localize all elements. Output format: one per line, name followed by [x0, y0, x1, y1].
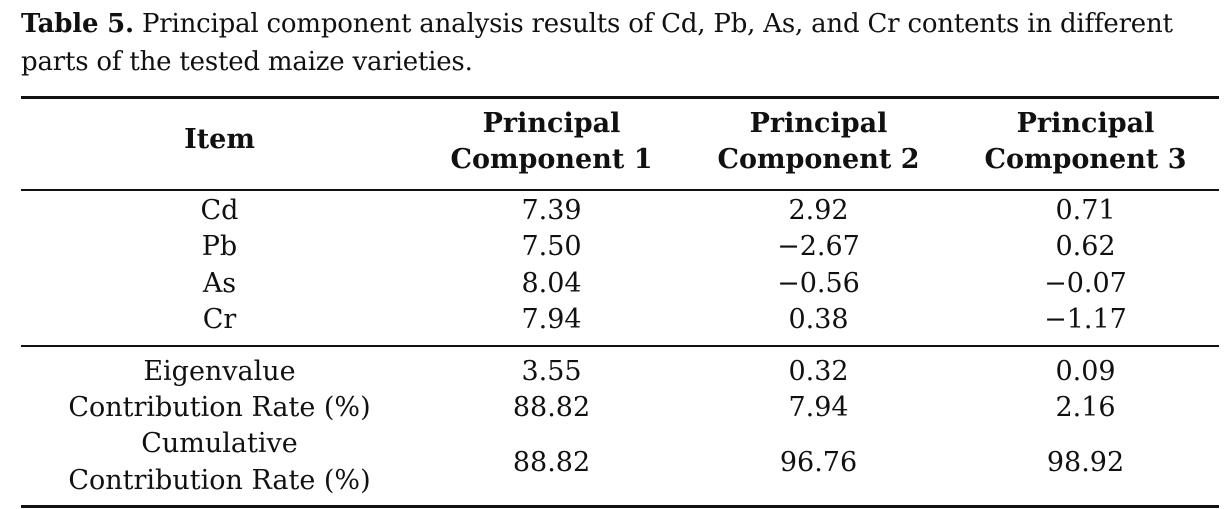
row-cr-pc1: 7.94 [521, 304, 582, 335]
row-cr-pc3: −1.17 [1044, 304, 1127, 335]
row-cr-pc2: 0.38 [788, 304, 849, 335]
row-eigenvalue-pc1: 3.55 [521, 356, 582, 387]
row-cd-pc1: 7.39 [521, 195, 582, 226]
caption-text: Principal component analysis results of … [21, 9, 1173, 77]
row-cumulative-pc2: 96.76 [779, 447, 858, 478]
table-top-rule [21, 96, 1219, 99]
row-contribution-pc3: 2.16 [1055, 392, 1116, 423]
row-cumulative-pc3: 98.92 [1046, 447, 1125, 478]
row-eigenvalue-pc3: 0.09 [1055, 356, 1116, 387]
row-contribution-label: Contribution Rate (%) [68, 392, 371, 423]
row-as-pc3: −0.07 [1044, 268, 1127, 299]
row-eigenvalue-label: Eigenvalue [143, 356, 296, 387]
row-pb-pc3: 0.62 [1055, 231, 1116, 262]
header-rule [21, 189, 1219, 191]
row-as-pc2: −0.56 [777, 268, 860, 299]
table-bottom-rule [21, 505, 1219, 508]
header-pc2-line2: Component 2 [717, 144, 920, 175]
row-cumulative-label-line2: Contribution Rate (%) [68, 465, 371, 496]
row-cd-item: Cd [200, 195, 239, 226]
header-pc2-line1: Principal [749, 108, 888, 139]
row-cd-pc3: 0.71 [1055, 195, 1116, 226]
row-as-pc1: 8.04 [521, 268, 582, 299]
row-contribution-pc1: 88.82 [512, 392, 591, 423]
header-pc3-line2: Component 3 [984, 144, 1187, 175]
row-pb-pc2: −2.67 [777, 231, 860, 262]
row-contribution-pc2: 7.94 [788, 392, 849, 423]
row-as-item: As [202, 268, 237, 299]
header-pc3-line1: Principal [1016, 108, 1155, 139]
header-pc1-line2: Component 1 [450, 144, 653, 175]
table-caption: Table 5. Principal component analysis re… [21, 5, 1226, 81]
row-pb-pc1: 7.50 [521, 231, 582, 262]
header-item: Item [184, 124, 255, 155]
section-rule [21, 345, 1219, 347]
caption-label: Table 5. [21, 9, 134, 39]
row-cd-pc2: 2.92 [788, 195, 849, 226]
row-pb-item: Pb [201, 231, 238, 262]
row-eigenvalue-pc2: 0.32 [788, 356, 849, 387]
row-cr-item: Cr [202, 304, 237, 335]
row-cumulative-label-line1: Cumulative [141, 428, 298, 459]
row-cumulative-pc1: 88.82 [512, 447, 591, 478]
header-pc1-line1: Principal [482, 108, 621, 139]
